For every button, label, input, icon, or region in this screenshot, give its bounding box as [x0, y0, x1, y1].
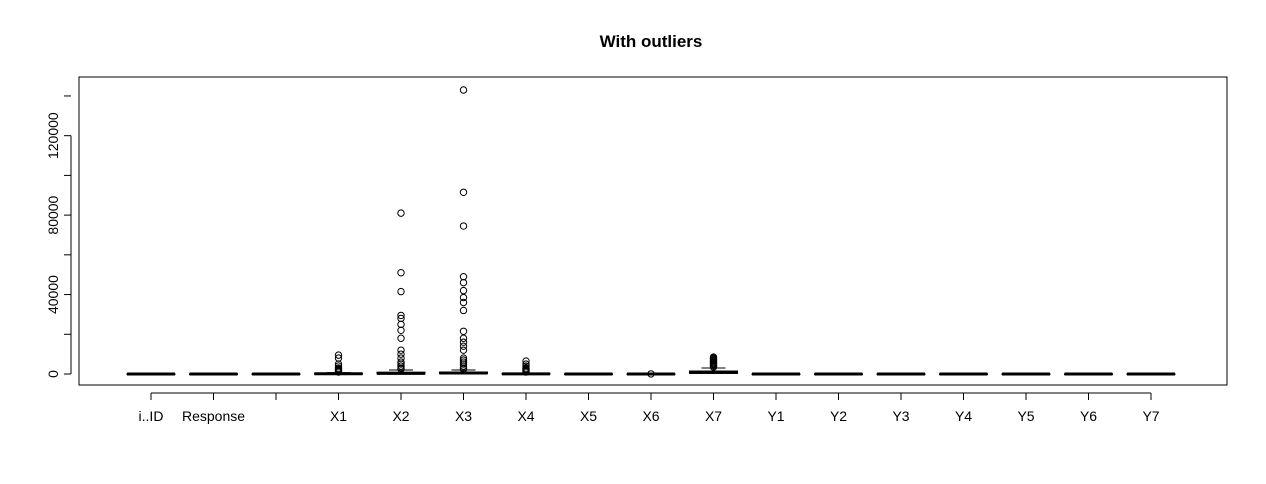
x-tick-label: Y2: [830, 408, 847, 424]
outlier-point: [459, 222, 468, 230]
box-X1: [314, 351, 363, 376]
outlier-point: [334, 351, 343, 359]
outlier-point: [397, 362, 405, 370]
x-tick-label: X2: [392, 408, 409, 424]
x-tick-label: Y3: [892, 408, 909, 424]
outlier-point: [459, 346, 468, 354]
outlier-point: [397, 314, 405, 323]
box-X7: [689, 353, 738, 374]
outlier-point: [397, 346, 405, 354]
outlier-point: [397, 334, 405, 342]
outlier-point: [397, 354, 405, 362]
outlier-point: [397, 350, 405, 358]
outlier-point: [709, 353, 718, 361]
box-X4: [501, 357, 551, 376]
outlier-point: [459, 327, 468, 336]
box-X2: [376, 209, 426, 375]
box-Y4: [939, 372, 988, 376]
box-Y2: [814, 372, 863, 376]
box-unnamed: [251, 372, 301, 376]
box-X3: [439, 86, 488, 375]
outlier-point: [397, 320, 405, 329]
outlier-point: [397, 311, 405, 320]
outlier-point: [397, 326, 405, 335]
x-tick-label: Y6: [1080, 408, 1097, 424]
x-tick-label: Y7: [1142, 408, 1159, 424]
chart-title: With outliers: [600, 32, 703, 51]
x-tick-label: Response: [182, 408, 245, 424]
x-tick-label: X6: [642, 408, 659, 424]
outlier-point: [397, 287, 405, 296]
box-Y6: [1064, 372, 1113, 376]
x-tick-label: X3: [455, 408, 472, 424]
outlier-point: [459, 356, 468, 364]
box-Y7: [1126, 372, 1176, 376]
box-Y3: [876, 372, 926, 376]
outlier-point: [459, 188, 468, 196]
box-Y5: [1001, 372, 1051, 376]
outlier-point: [459, 338, 468, 346]
outlier-point: [647, 370, 655, 378]
outlier-point: [522, 360, 530, 368]
y-axis: 0 40000 80000 120000: [45, 95, 72, 378]
box-i..ID: [126, 372, 176, 376]
outlier-point: [334, 364, 343, 372]
outlier-point: [459, 342, 468, 350]
x-tick-label: X1: [330, 408, 347, 424]
outlier-point: [397, 358, 405, 366]
x-axis: i..ID Response X1 X2 X3 X4 X5 X6 X7 Y1 Y2 Y3 Y4 Y5 Y6 Y…: [139, 392, 1160, 424]
plot-frame: [78, 76, 1228, 386]
x-tick-label: i..ID: [139, 408, 164, 424]
x-tick-label: X5: [580, 408, 597, 424]
y-tick-label: 120000: [45, 112, 61, 159]
box-X6: [626, 370, 676, 378]
outlier-point: [459, 272, 468, 281]
outlier-point: [522, 357, 530, 365]
x-tick-label: Y5: [1017, 408, 1034, 424]
outlier-point: [397, 269, 405, 277]
x-tick-label: Y4: [955, 408, 972, 424]
outlier-point: [459, 293, 468, 302]
outlier-point: [459, 358, 468, 366]
y-tick-label: 80000: [45, 195, 61, 234]
outlier-point: [459, 334, 468, 342]
x-tick-label: Y1: [767, 408, 784, 424]
y-tick-label: 0: [45, 370, 61, 378]
outlier-point: [459, 286, 468, 295]
outlier-point: [459, 354, 468, 362]
x-tick-label: X7: [705, 408, 722, 424]
outlier-point: [459, 298, 468, 307]
outlier-point: [334, 354, 343, 362]
outlier-point: [522, 362, 530, 370]
outlier-point: [334, 362, 343, 370]
outlier-point: [459, 86, 468, 94]
outlier-point: [397, 209, 405, 217]
box-X5: [564, 372, 613, 376]
box-Response: [189, 372, 238, 376]
box-Y1: [751, 372, 801, 376]
outlier-point: [459, 306, 468, 315]
y-tick-label: 40000: [45, 275, 61, 314]
x-tick-label: X4: [517, 408, 534, 424]
boxes-group: [126, 86, 1176, 378]
outlier-point: [522, 364, 530, 372]
outlier-point: [459, 278, 468, 287]
